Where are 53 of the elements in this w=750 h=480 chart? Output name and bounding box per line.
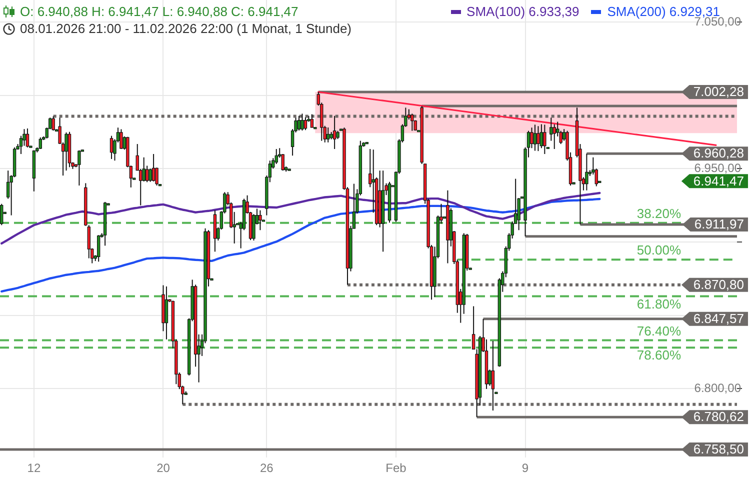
candlestick	[540, 124, 544, 149]
candlestick	[491, 340, 495, 412]
candlestick	[310, 114, 314, 128]
x-tick-label: 26	[260, 461, 274, 476]
candlestick	[536, 126, 540, 152]
candlestick	[326, 126, 330, 143]
candlestick	[332, 115, 336, 150]
candlestick	[585, 153, 588, 191]
annotation: 50.00%	[636, 242, 682, 258]
candlestick	[258, 210, 262, 231]
candlestick	[552, 124, 556, 150]
ref-line-label: 6.960,28	[693, 146, 744, 161]
candlestick	[164, 286, 168, 340]
legend-label: SMA(100) 6.933,39	[466, 3, 580, 20]
candlestick	[304, 116, 308, 131]
annotation: 38.20%	[636, 206, 682, 222]
ref-line-label: 6.780,62	[693, 409, 744, 424]
candlestick	[300, 113, 304, 132]
candlestick	[120, 128, 123, 150]
x-tick-label: 9	[522, 461, 529, 476]
candlestick	[78, 150, 81, 186]
candlestick	[0, 203, 4, 226]
candlestick	[533, 124, 537, 152]
candlestick	[145, 165, 149, 183]
x-tick-label: 20	[156, 461, 170, 476]
candlestick	[148, 168, 152, 182]
candlestick	[64, 132, 68, 172]
candlestick	[96, 234, 100, 262]
annotation: 6.941,47	[693, 173, 744, 188]
candlestick	[152, 154, 156, 182]
candlestick	[410, 113, 414, 132]
candlestick	[530, 127, 534, 149]
ref-line-label: 7.002,28	[693, 84, 744, 100]
candlestick	[543, 124, 546, 154]
chart-title: O: 6.940,88 H: 6.941,47 L: 6.940,88 C: 6.941,47	[20, 3, 298, 20]
candlestick	[26, 128, 30, 148]
annotation: 78.60%	[636, 348, 682, 363]
ref-line-label: 6.847,57	[693, 310, 744, 326]
annotation: 61.80%	[636, 296, 682, 312]
x-tick-label: 12	[27, 461, 41, 476]
candlestick	[110, 135, 114, 160]
ref-line-label: 6.758,50	[693, 442, 744, 457]
y-tick-label: 6.800,00	[694, 380, 742, 395]
candlestick	[297, 115, 301, 132]
annotation: 76.40%	[636, 323, 682, 338]
y-tick-label: 6.950,00	[694, 160, 742, 175]
candlestick	[274, 148, 278, 164]
text: 08.01.2026 21:00 - 11.02.2026 22:00 (1 Monat, 1 Stunde)	[20, 20, 352, 37]
candlestick	[52, 116, 55, 132]
ref-line-label: 6.911,97	[694, 216, 744, 232]
ref-line-label: 6.870,80	[693, 276, 744, 292]
candlestick	[213, 210, 217, 252]
x-tick-label: Feb	[386, 461, 407, 476]
